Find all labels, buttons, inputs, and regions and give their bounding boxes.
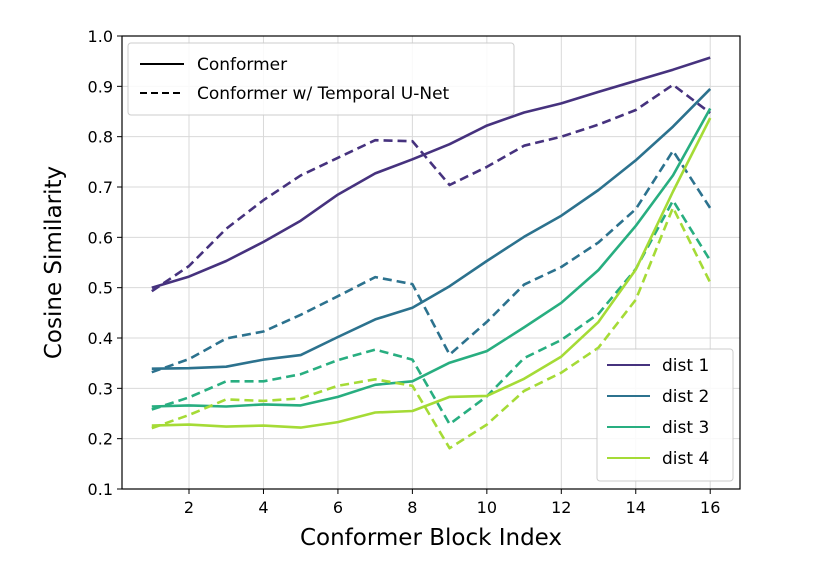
legend-label-dist-2: dist 2: [662, 387, 709, 407]
series-line-dist-3-conformer: [151, 107, 712, 408]
y-tick-label: 0.1: [88, 480, 113, 499]
plot-frame: [121, 35, 741, 490]
legend-label-conformer-unet: Conformer w/ Temporal U-Net: [197, 84, 450, 104]
color-legend-box: [596, 348, 734, 482]
x-tick-label: 4: [258, 498, 268, 517]
legend-label-dist-1: dist 1: [662, 356, 709, 376]
x-tick-label: 8: [407, 498, 417, 517]
legend-label-dist-3: dist 3: [662, 418, 709, 438]
x-tick-label: 2: [184, 498, 194, 517]
y-axis-title: Cosine Similarity: [41, 166, 67, 359]
series-line-dist-2-unet: [151, 149, 712, 374]
y-tick-label: 0.2: [88, 430, 113, 449]
x-tick-label: 16: [700, 498, 720, 517]
color-legend: dist 1 dist 2 dist 3 dist 4: [596, 348, 734, 482]
legend-label-conformer: Conformer: [197, 55, 287, 75]
legend-label-dist-4: dist 4: [662, 449, 709, 469]
x-axis-title: Conformer Block Index: [300, 525, 562, 551]
x-tick-label: 14: [626, 498, 646, 517]
style-legend: Conformer Conformer w/ Temporal U-Net: [127, 42, 515, 116]
style-legend-box: [127, 42, 515, 116]
x-tick-label: 6: [333, 498, 343, 517]
y-tick-label: 0.6: [88, 228, 113, 247]
series-line-dist-1-unet: [151, 83, 711, 293]
y-tick-label: 0.7: [88, 178, 113, 197]
y-tick-label: 0.5: [88, 279, 113, 298]
y-tick-label: 0.9: [88, 77, 113, 96]
x-tick-label: 12: [551, 498, 571, 517]
x-tick-label: 10: [477, 498, 497, 517]
series-line-dist-3-unet: [151, 199, 712, 426]
data-series: [151, 56, 712, 450]
axis-ticks: 2 4 6 8 10 12 14 16 0.1 0.2 0.3 0.4 0.5 0.6 0.7 0.8 0.9 1…: [88, 27, 721, 517]
series-line-dist-4-unet: [151, 206, 712, 450]
series-line-dist-2-conformer: [151, 87, 712, 370]
y-tick-label: 0.3: [88, 379, 113, 398]
series-line-dist-1-conformer: [151, 56, 711, 289]
series-line-dist-4-conformer: [151, 117, 712, 429]
y-tick-label: 0.4: [88, 329, 113, 348]
y-tick-label: 1.0: [88, 27, 113, 46]
y-tick-label: 0.8: [88, 128, 113, 147]
